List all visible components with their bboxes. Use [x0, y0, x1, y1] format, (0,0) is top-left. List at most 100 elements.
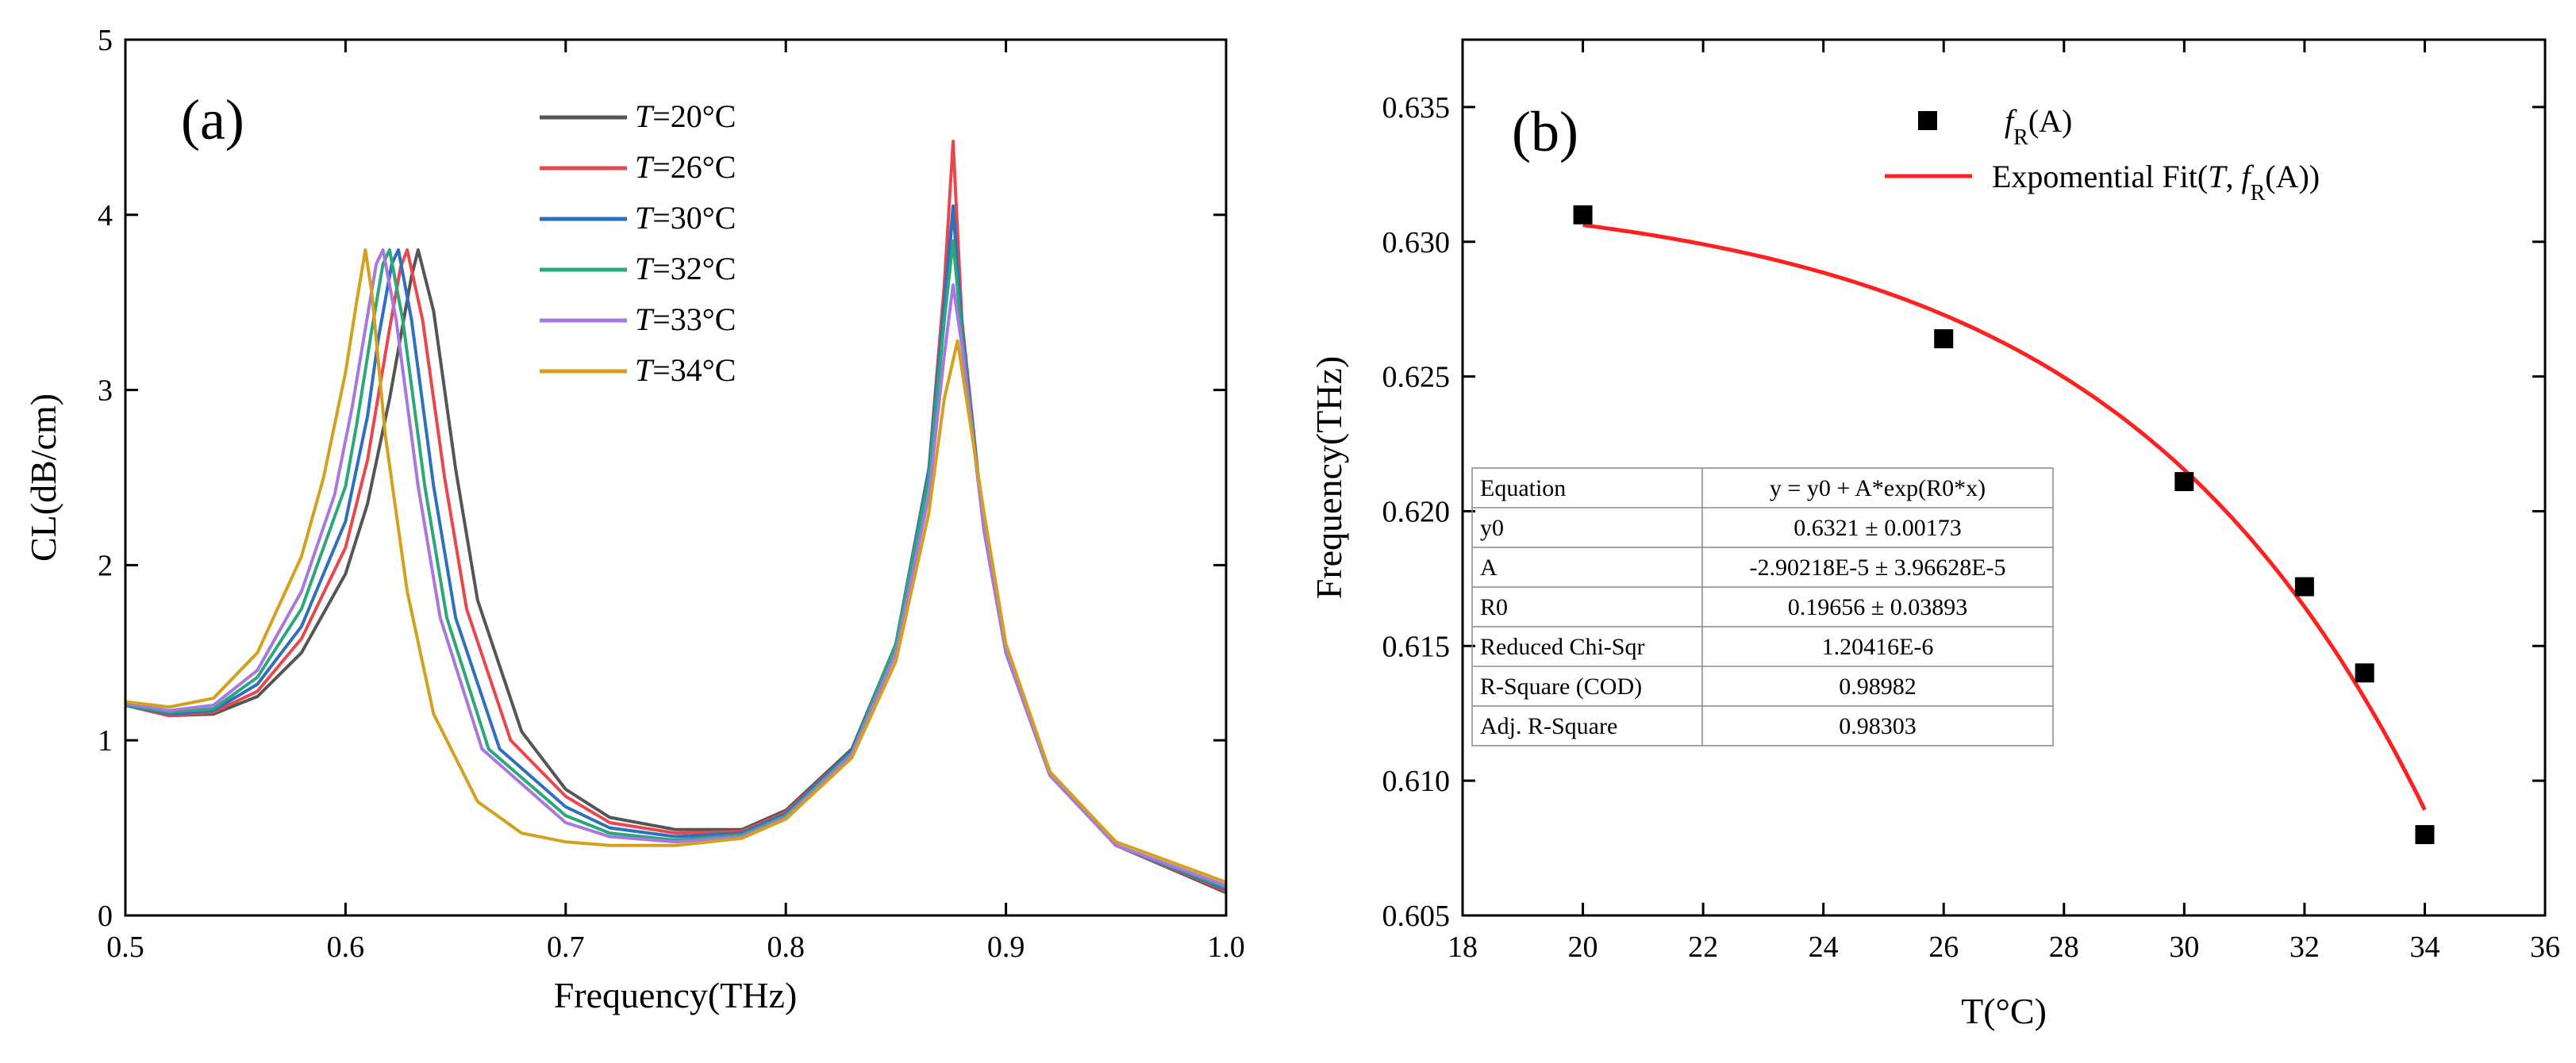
panel-a-y-axis-title: CL(dB/cm) [23, 393, 63, 562]
legend-scatter-rest: (A) [2028, 103, 2073, 139]
data-point-0 [1573, 205, 1593, 224]
b-x-tick-label-5: 28 [2049, 931, 2079, 964]
legend-label-rest-5: =34°C [652, 352, 736, 388]
panel-a-series-group [125, 140, 1227, 895]
table-value-4: 1.20416E-6 [1822, 634, 1934, 660]
series-line-4 [125, 248, 1227, 888]
legend-fit-sub: R [2251, 181, 2266, 205]
data-point-4 [2355, 663, 2374, 683]
panel-b-plot-frame [1461, 38, 2547, 917]
x-tick-label-5: 1.0 [1207, 931, 1245, 964]
b-x-tick-label-0: 18 [1448, 931, 1478, 964]
x-tick-label-1: 0.6 [327, 931, 365, 964]
x-tick-label-2: 0.7 [547, 931, 585, 964]
legend-label-italic-0: T [635, 98, 655, 134]
b-x-tick-label-6: 30 [2169, 931, 2199, 964]
legend-label-italic-4: T [635, 301, 655, 337]
panel-a-plot-frame [124, 38, 1228, 917]
b-x-tick-label-4: 26 [1928, 931, 1959, 964]
table-key-0: Equation [1480, 475, 1566, 501]
panel-b-legend: fR(A) Expomential Fit(T, fR(A)) [1885, 103, 2320, 205]
legend-label-3: T=32°C [635, 251, 736, 286]
legend-label-italic-3: T [635, 251, 655, 286]
b-y-tick-label-2: 0.615 [1382, 630, 1451, 663]
legend-label-rest-0: =20°C [652, 98, 736, 134]
x-tick-label-4: 0.9 [987, 931, 1025, 964]
legend-label-5: T=34°C [635, 352, 736, 388]
table-value-6: 0.98303 [1839, 713, 1917, 739]
legend-fit-label: Expomential Fit(T, fR(A)) [1992, 159, 2320, 205]
y-tick-label-4: 4 [98, 199, 113, 232]
legend-scatter-marker [1918, 111, 1937, 130]
data-point-1 [1934, 329, 1954, 349]
panel-b-label: (b) [1512, 100, 1578, 163]
legend-label-italic-1: T [635, 149, 655, 185]
legend-fit-suffix: (A)) [2265, 159, 2320, 194]
panel-b-scatter-group [1573, 205, 2435, 845]
table-key-2: A [1480, 555, 1498, 581]
y-tick-label-1: 1 [98, 724, 113, 758]
y-tick-label-5: 5 [98, 24, 113, 57]
legend-label-italic-5: T [635, 352, 655, 388]
legend-label-4: T=33°C [635, 301, 736, 337]
b-y-tick-label-6: 0.635 [1382, 91, 1451, 125]
legend-label-2: T=30°C [635, 200, 736, 236]
data-point-3 [2294, 577, 2314, 597]
panel-b-chart: 18 20 22 24 26 28 30 32 34 36 0.605 0.610 0.615 0.620… [1309, 38, 2560, 1031]
y-tick-label-2: 2 [98, 549, 113, 582]
panel-a-x-axis-title: Frequency(THz) [554, 975, 798, 1015]
legend-scatter-sub: R [2013, 125, 2028, 150]
b-x-tick-label-7: 32 [2290, 931, 2320, 964]
table-key-4: Reduced Chi-Sqr [1480, 634, 1644, 660]
table-border [1471, 467, 2054, 746]
panel-b-fit-curve [1582, 223, 2427, 811]
panel-b-y-axis-title: Frequency(THz) [1309, 356, 1349, 600]
b-x-tick-label-8: 34 [2409, 931, 2440, 964]
legend-label-italic-2: T [635, 200, 655, 236]
table-value-0: y = y0 + A*exp(R0*x) [1770, 475, 1986, 501]
legend-label-rest-2: =30°C [652, 200, 736, 236]
b-y-tick-label-0: 0.605 [1382, 900, 1451, 933]
b-y-tick-label-1: 0.610 [1382, 765, 1451, 798]
table-value-5: 0.98982 [1839, 673, 1917, 700]
b-y-tick-label-3: 0.620 [1382, 495, 1451, 528]
x-tick-label-3: 0.8 [767, 931, 805, 964]
panel-b-x-axis-title: T(°C) [1961, 991, 2047, 1031]
legend-fit-italic-t: T [2208, 159, 2228, 194]
legend-label-rest-4: =33°C [652, 301, 736, 337]
b-x-tick-label-2: 22 [1688, 931, 1718, 964]
table-value-1: 0.6321 ± 0.00173 [1794, 515, 1961, 541]
data-point-5 [2415, 825, 2435, 845]
legend-label-rest-3: =32°C [652, 251, 736, 286]
fit-parameters-table: Equation y = y0 + A*exp(R0*x) y0 0.6321 ± 0… [1471, 467, 2054, 746]
panel-a-ticks: 0.5 0.6 0.7 0.8 0.9 1.0 0 1 2 3 4 5 [98, 24, 1245, 964]
table-value-2: -2.90218E-5 ± 3.96628E-5 [1749, 555, 2005, 581]
legend-fit-mid: , [2225, 159, 2241, 194]
panel-a-label: (a) [181, 88, 244, 152]
legend-fit-prefix: Expomential Fit( [1992, 159, 2208, 194]
series-line-5 [125, 248, 1227, 884]
b-x-tick-label-9: 36 [2530, 931, 2560, 964]
y-tick-label-3: 3 [98, 374, 113, 408]
b-y-tick-label-5: 0.630 [1382, 226, 1451, 259]
legend-label-rest-1: =26°C [652, 149, 736, 185]
b-x-tick-label-1: 20 [1568, 931, 1598, 964]
legend-label-0: T=20°C [635, 98, 736, 134]
y-tick-label-0: 0 [98, 900, 113, 933]
table-key-6: Adj. R-Square [1480, 713, 1617, 739]
series-line-3 [125, 239, 1227, 889]
b-y-tick-label-4: 0.625 [1382, 361, 1451, 394]
legend-label-1: T=26°C [635, 149, 736, 185]
table-key-3: R0 [1480, 594, 1508, 620]
b-x-tick-label-3: 24 [1809, 931, 1839, 964]
data-point-2 [2174, 472, 2194, 492]
table-key-1: y0 [1480, 515, 1504, 541]
table-key-5: R-Square (COD) [1480, 673, 1642, 700]
panel-a-legend: T=20°CT=26°CT=30°CT=32°CT=33°CT=34°C [540, 98, 736, 388]
legend-scatter-label: fR(A) [2005, 103, 2072, 150]
table-value-3: 0.19656 ± 0.03893 [1788, 594, 1967, 620]
x-tick-label-0: 0.5 [106, 931, 144, 964]
panel-b-ticks: 18 20 22 24 26 28 30 32 34 36 0.605 0.610 0.615 0.620… [1382, 40, 2560, 964]
